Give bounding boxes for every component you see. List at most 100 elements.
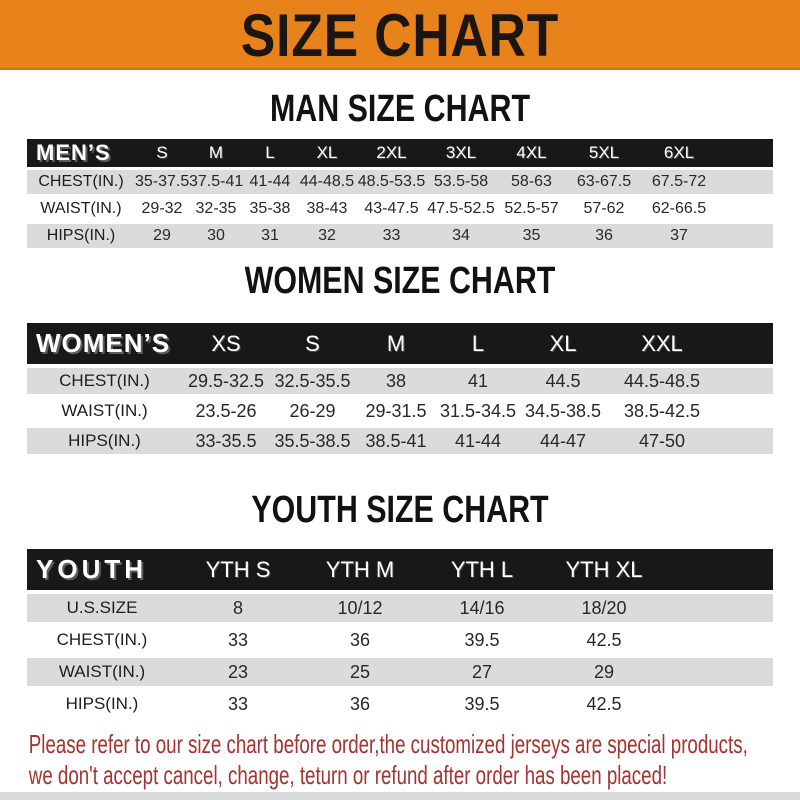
size-value-cell: 38.5-42.5 [607, 398, 717, 424]
size-value-cell: 43-47.5 [357, 197, 426, 221]
size-value-cell: 37.5-41 [189, 170, 243, 194]
row-label-cell: U.S.SIZE [27, 594, 177, 622]
size-value-cell: 37 [641, 224, 717, 248]
header-pad-cell [717, 323, 773, 364]
size-value-cell: 62-66.5 [641, 197, 717, 221]
size-column-header: 6XL [641, 139, 717, 167]
row-label-cell: CHEST(IN.) [27, 170, 135, 194]
row-pad-cell [717, 428, 773, 454]
women-size-table: WOMEN’S XS S M L XL XXL CHEST(IN.) 29.5-32.5 32.5… [27, 319, 773, 458]
size-column-header: XXL [607, 323, 717, 364]
size-value-cell: 42.5 [543, 690, 665, 718]
measurement-row: WAIST(IN.) 29-32 32-35 35-38 38-43 43-47.5 47.… [27, 197, 773, 221]
size-column-header: S [135, 139, 189, 167]
header-pad-cell [665, 549, 773, 590]
size-column-header: YTH M [299, 549, 421, 590]
size-value-cell: 33-35.5 [182, 428, 270, 454]
table-title-cell: WOMEN’S [27, 323, 182, 364]
man-section-heading: MAN SIZE CHART [269, 88, 531, 130]
size-value-cell: 30 [189, 224, 243, 248]
size-value-cell: 32-35 [189, 197, 243, 221]
row-pad-cell [665, 594, 773, 622]
size-value-cell: 53.5-58 [426, 170, 496, 194]
size-value-cell: 29 [135, 224, 189, 248]
size-value-cell: 35.5-38.5 [270, 428, 355, 454]
size-value-cell: 27 [421, 658, 543, 686]
row-pad-cell [665, 690, 773, 718]
size-value-cell: 41-44 [243, 170, 297, 194]
bottom-divider [0, 792, 800, 800]
size-column-header: YTH L [421, 549, 543, 590]
size-column-header: M [355, 323, 437, 364]
size-column-header: XL [297, 139, 357, 167]
banner: SIZE CHART [0, 0, 800, 70]
size-value-cell: 35 [496, 224, 567, 248]
size-column-header: XS [182, 323, 270, 364]
size-value-cell: 35-37.5 [135, 170, 189, 194]
size-value-cell: 39.5 [421, 626, 543, 654]
size-column-header: YTH XL [543, 549, 665, 590]
youth-section-heading: YOUTH SIZE CHART [251, 489, 549, 531]
size-value-cell: 23.5-26 [182, 398, 270, 424]
size-column-header: M [189, 139, 243, 167]
size-value-cell: 29-31.5 [355, 398, 437, 424]
size-value-cell: 35-38 [243, 197, 297, 221]
size-value-cell: 47.5-52.5 [426, 197, 496, 221]
size-value-cell: 44-48.5 [297, 170, 357, 194]
size-column-header: 4XL [496, 139, 567, 167]
measurement-row: WAIST(IN.) 23 25 27 29 [27, 658, 773, 686]
size-value-cell: 31.5-34.5 [437, 398, 519, 424]
size-value-cell: 41 [437, 368, 519, 394]
table-title-cell: YOUTH [27, 549, 177, 590]
size-value-cell: 67.5-72 [641, 170, 717, 194]
size-value-cell: 36 [299, 626, 421, 654]
size-value-cell: 32 [297, 224, 357, 248]
size-column-header: S [270, 323, 355, 364]
measurement-row: HIPS(IN.) 33-35.5 35.5-38.5 38.5-41 41-44 44-… [27, 428, 773, 454]
size-value-cell: 31 [243, 224, 297, 248]
size-value-cell: 38 [355, 368, 437, 394]
size-header-row: WOMEN’S XS S M L XL XXL [27, 323, 773, 364]
row-label-cell: HIPS(IN.) [27, 428, 182, 454]
size-column-header: 2XL [357, 139, 426, 167]
size-value-cell: 29-32 [135, 197, 189, 221]
size-value-cell: 42.5 [543, 626, 665, 654]
men-size-table: MEN’S S M L XL 2XL 3XL 4XL 5XL 6XL CHEST(IN.) 35-37… [27, 136, 773, 251]
size-value-cell: 36 [567, 224, 641, 248]
size-column-header: L [243, 139, 297, 167]
size-value-cell: 25 [299, 658, 421, 686]
row-pad-cell [717, 224, 773, 248]
size-value-cell: 38-43 [297, 197, 357, 221]
order-note: Please refer to our size chart before or… [0, 729, 792, 791]
row-label-cell: HIPS(IN.) [27, 224, 135, 248]
measurement-row: WAIST(IN.) 23.5-26 26-29 29-31.5 31.5-34.5 34… [27, 398, 773, 424]
measurement-row: CHEST(IN.) 29.5-32.5 32.5-35.5 38 41 44.5 44.5… [27, 368, 773, 394]
header-pad-cell [717, 139, 773, 167]
measurement-row: U.S.SIZE 8 10/12 14/16 18/20 [27, 594, 773, 622]
row-pad-cell [717, 170, 773, 194]
measurement-row: HIPS(IN.) 33 36 39.5 42.5 [27, 690, 773, 718]
size-value-cell: 8 [177, 594, 299, 622]
row-label-cell: WAIST(IN.) [27, 398, 182, 424]
size-value-cell: 33 [357, 224, 426, 248]
size-value-cell: 41-44 [437, 428, 519, 454]
youth-size-table: YOUTH YTH S YTH M YTH L YTH XL U.S.SIZE 8 10/12… [27, 545, 773, 722]
size-value-cell: 44.5 [519, 368, 607, 394]
size-value-cell: 29 [543, 658, 665, 686]
table-title-cell: MEN’S [27, 139, 135, 167]
row-label-cell: CHEST(IN.) [27, 368, 182, 394]
size-value-cell: 34.5-38.5 [519, 398, 607, 424]
size-column-header: XL [519, 323, 607, 364]
measurement-row: CHEST(IN.) 35-37.5 37.5-41 41-44 44-48.5 48.5… [27, 170, 773, 194]
size-column-header: L [437, 323, 519, 364]
size-value-cell: 18/20 [543, 594, 665, 622]
size-value-cell: 52.5-57 [496, 197, 567, 221]
size-value-cell: 34 [426, 224, 496, 248]
size-value-cell: 29.5-32.5 [182, 368, 270, 394]
row-pad-cell [717, 197, 773, 221]
size-value-cell: 14/16 [421, 594, 543, 622]
size-value-cell: 44.5-48.5 [607, 368, 717, 394]
size-column-header: 3XL [426, 139, 496, 167]
size-value-cell: 26-29 [270, 398, 355, 424]
